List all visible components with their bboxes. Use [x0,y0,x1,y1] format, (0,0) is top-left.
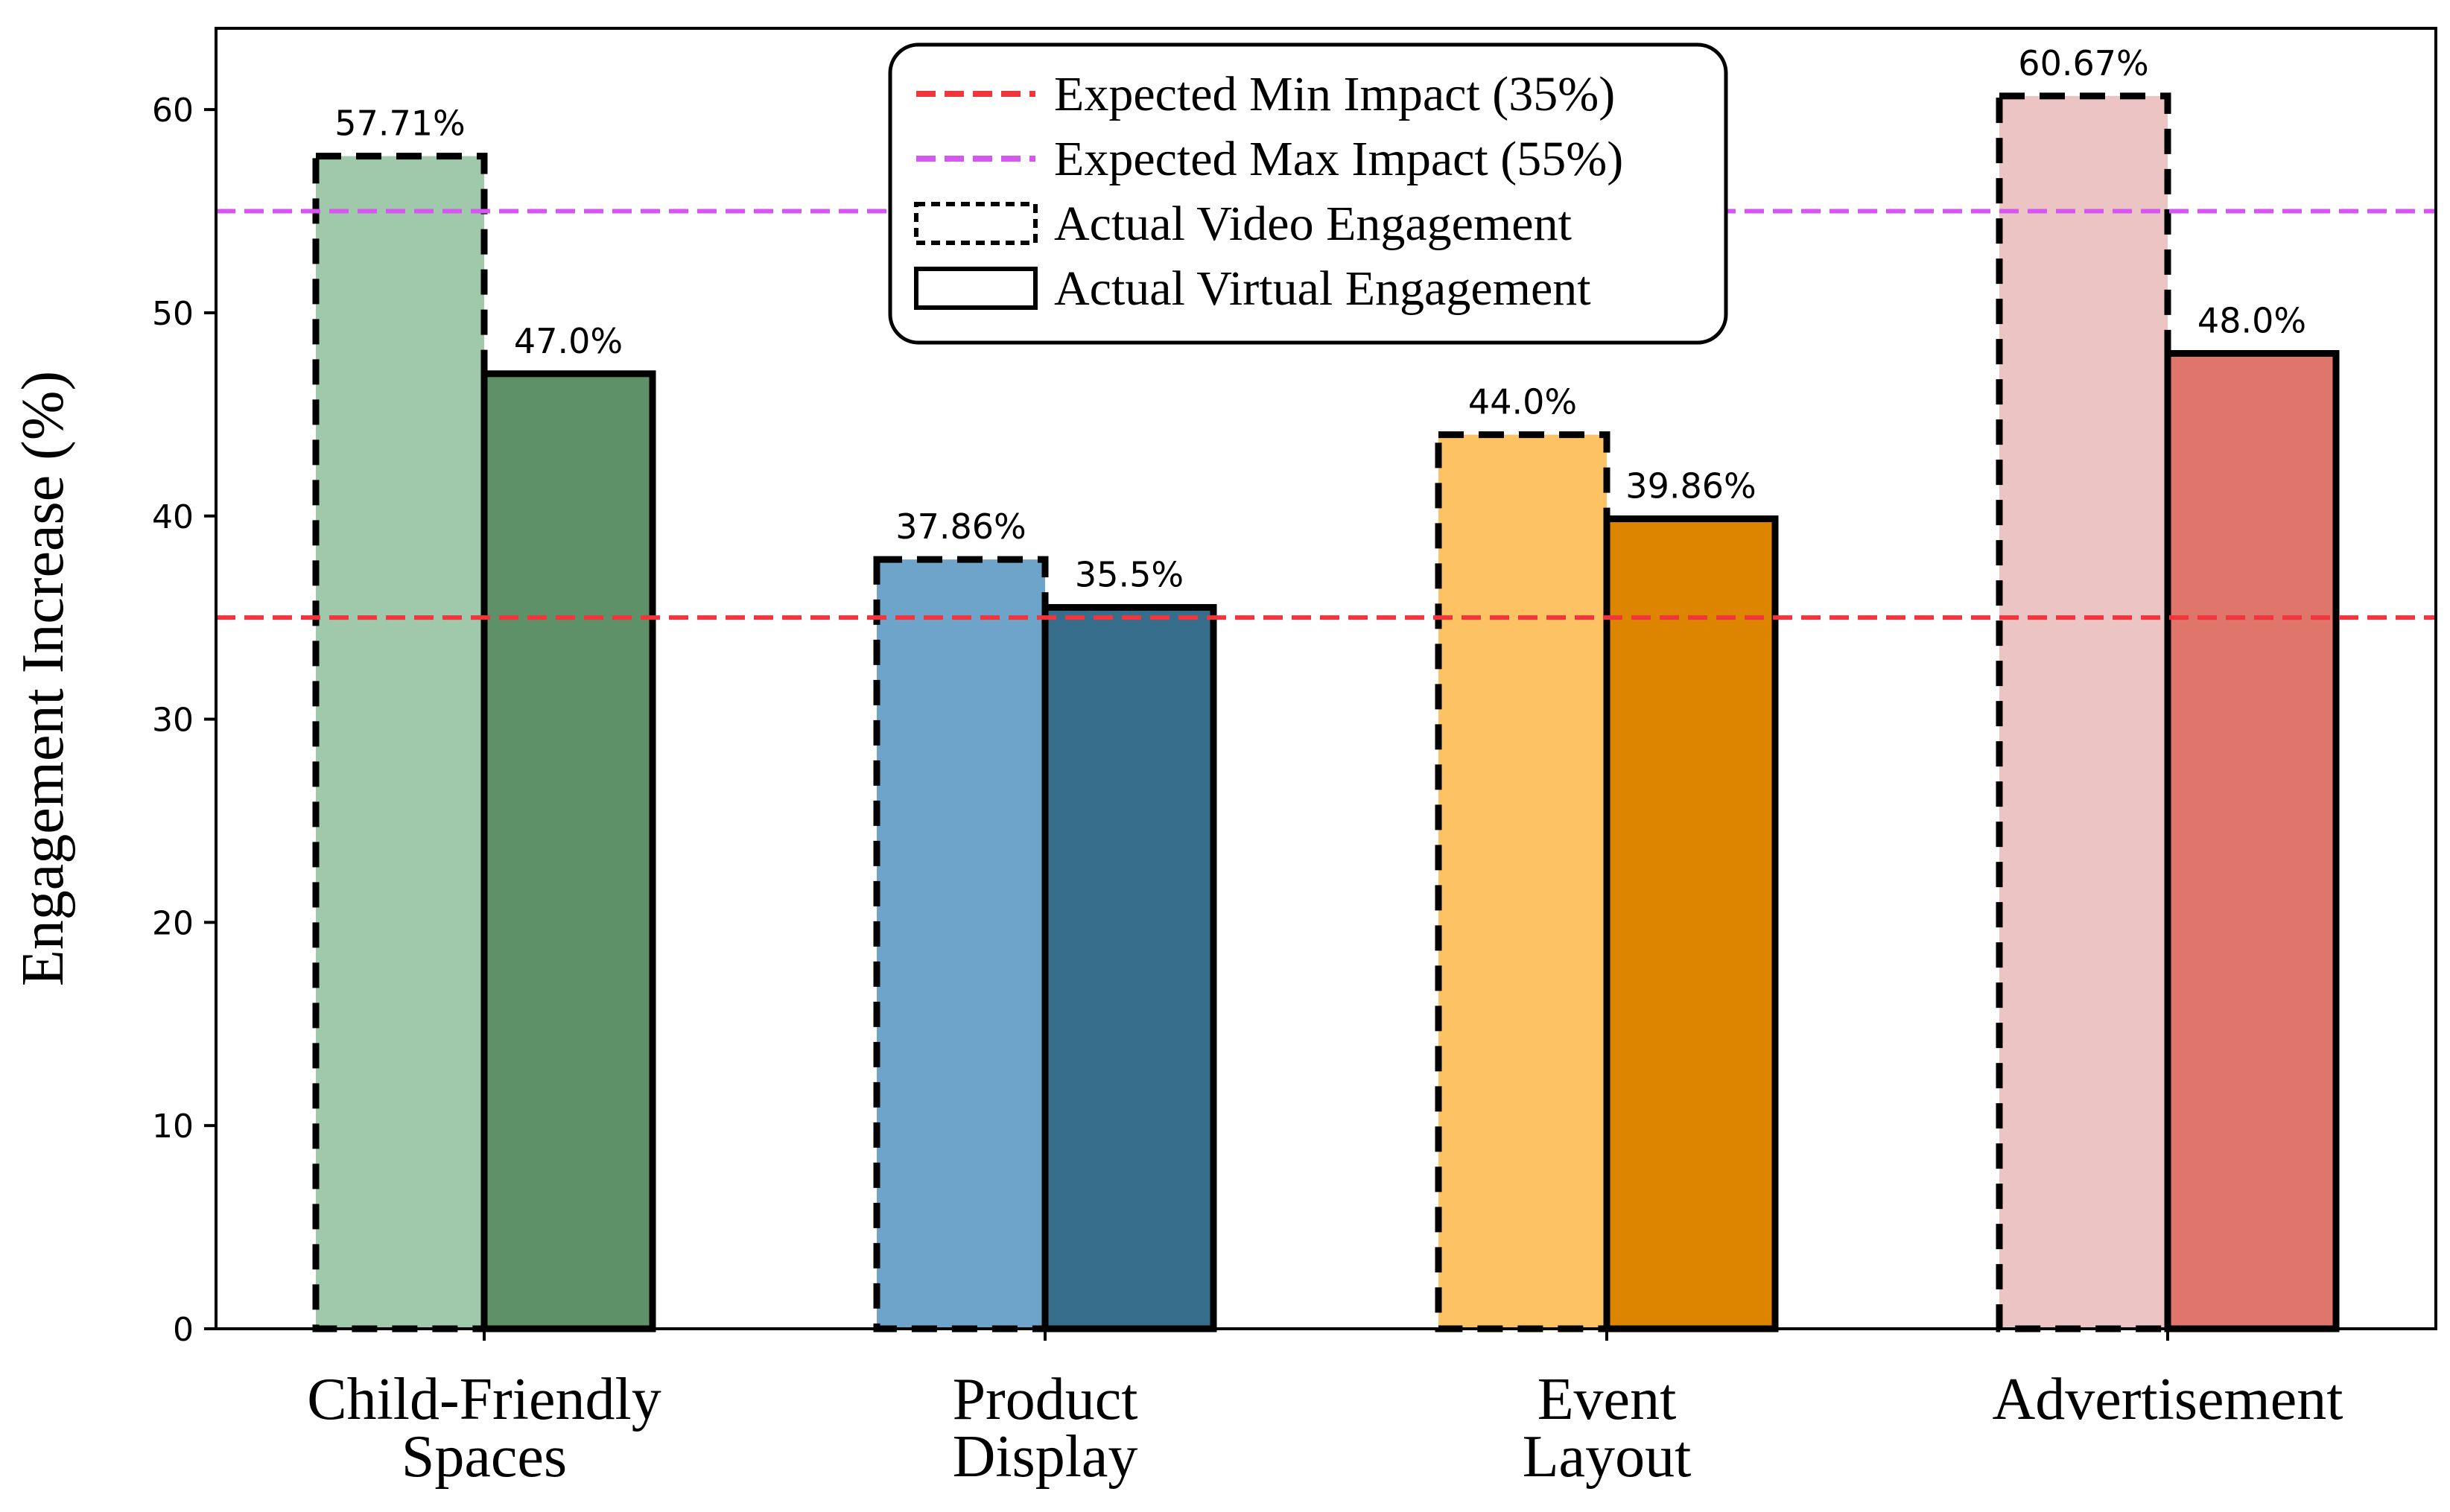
virtual-bar-3 [2164,350,2340,1332]
x-category-label-0-line1: Child-Friendly [307,1367,661,1432]
video-value-label-2: 44.0% [1468,382,1577,422]
bars-layer [312,92,2340,1332]
y-tick-label-5: 50 [152,295,194,333]
legend-frame [888,42,1728,345]
virtual-value-label-0: 47.0% [514,321,623,361]
legend: Expected Min Impact (35%) Expected Max Im… [888,42,1728,345]
x-category-label-2-line1: Event [1537,1367,1677,1432]
video-value-label-0: 57.71% [334,104,465,144]
y-tick-label-1: 10 [152,1108,194,1146]
video-bar-1 [873,556,1049,1332]
y-tick-label-6: 60 [152,92,194,130]
video-bar-2 [1435,431,1610,1332]
video-bar-3 [1996,92,2171,1332]
x-category-label-1-line2: Display [953,1424,1138,1490]
virtual-value-label-3: 48.0% [2197,301,2306,341]
value-labels-layer: 57.71% 37.86% 44.0% 60.67% 47.0% 35.5% 39.86% 4… [334,43,2306,595]
y-tick-label-3: 30 [152,702,194,740]
y-tick-label-2: 20 [152,904,194,942]
x-category-label-2-line2: Layout [1523,1424,1692,1490]
y-tick-label-4: 40 [152,498,194,536]
virtual-bar-0 [480,370,656,1332]
x-category-label-3: Advertisement [1993,1367,2343,1432]
virtual-value-label-1: 35.5% [1075,555,1184,595]
legend-label-reference-1: Expected Max Impact (55%) [1054,132,1623,186]
video-value-label-1: 37.86% [895,506,1026,547]
y-tick-label-0: 0 [173,1311,194,1349]
video-value-label-3: 60.67% [2018,43,2148,83]
legend-label-reference-0: Expected Min Impact (35%) [1054,67,1615,121]
x-category-label-1-line1: Product [953,1367,1138,1432]
legend-handle-series-0 [914,202,1038,245]
virtual-bar-2 [1603,515,1779,1332]
x-category-label-0-line2: Spaces [402,1424,567,1490]
y-axis-label: Engagement Increase (%) [10,371,76,986]
legend-label-series-1: Actual Virtual Engagement [1054,261,1591,316]
video-bar-0 [312,153,488,1332]
plot-frame [215,27,2437,1330]
legend-handle-series-1 [914,267,1038,310]
legend-label-series-0: Actual Video Engagement [1054,197,1572,251]
virtual-bar-1 [1041,604,1217,1332]
virtual-value-label-2: 39.86% [1625,466,1756,506]
